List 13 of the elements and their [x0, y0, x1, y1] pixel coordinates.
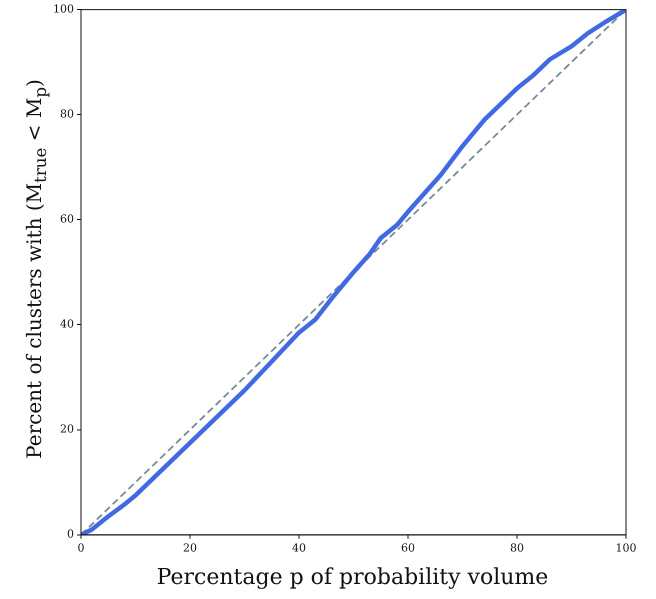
x-axis-title: Percentage p of probability volume	[156, 565, 550, 590]
y-tick-label: 20	[60, 422, 74, 436]
y-tick-label: 60	[60, 212, 74, 226]
y-tick-label: 40	[60, 318, 74, 331]
y-tick-label: 100	[52, 2, 74, 16]
x-tick-label: 0	[77, 541, 84, 554]
x-tick-label: 60	[401, 541, 415, 554]
x-tick-label: 40	[292, 541, 306, 554]
x-tick-label: 80	[510, 541, 524, 554]
x-tick-label: 20	[182, 541, 197, 554]
x-tick-label: 100	[616, 541, 636, 554]
y-tick-label: 80	[60, 108, 74, 120]
y-tick-label: 0	[66, 528, 74, 541]
